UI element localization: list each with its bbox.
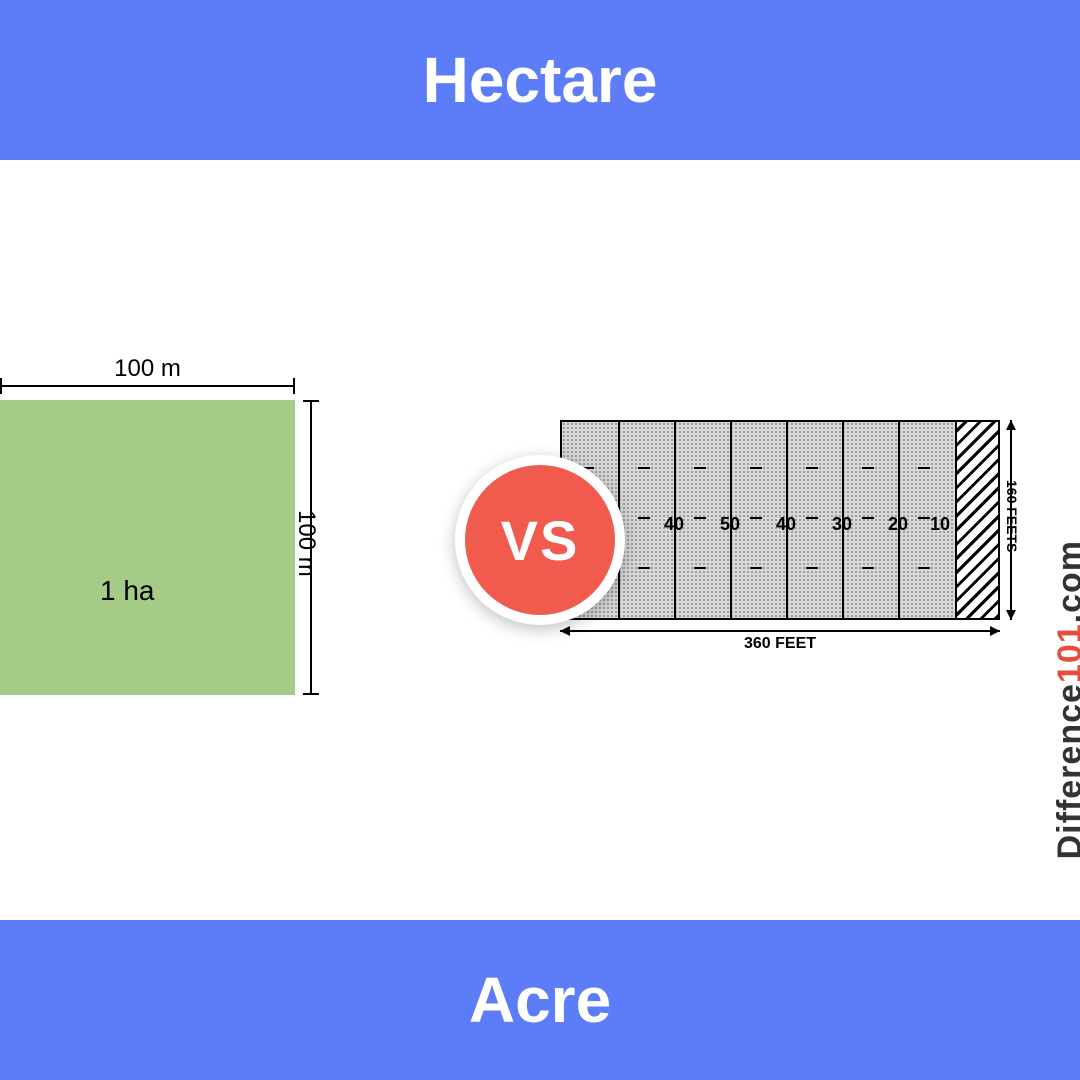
hectare-square-label: 1 ha — [100, 575, 155, 607]
dim-line — [0, 385, 295, 387]
hash-mark — [862, 467, 874, 469]
footer-title: Acre — [469, 963, 611, 1037]
yard-number: 30 — [832, 514, 852, 535]
hash-mark — [918, 467, 930, 469]
hash-mark — [694, 467, 706, 469]
acre-diagram: 40 50 40 30 20 10 360 FEET 160 FEETS — [560, 420, 1050, 650]
header-title: Hectare — [423, 43, 658, 117]
hash-mark — [806, 567, 818, 569]
field-dim-height: 160 FEETS — [1005, 420, 1045, 620]
yard-number: 20 — [888, 514, 908, 535]
hash-mark — [918, 517, 930, 519]
hash-mark — [862, 517, 874, 519]
hectare-dim-top-label: 100 m — [0, 355, 295, 383]
hash-mark — [694, 567, 706, 569]
vs-badge: VS — [455, 455, 625, 625]
field-dim-width-label: 360 FEET — [560, 635, 1000, 653]
field-dim-height-label: 160 FEETS — [1004, 480, 1020, 552]
hash-mark — [806, 517, 818, 519]
hash-mark — [638, 467, 650, 469]
hectare-dim-right-label: 100 m — [292, 510, 320, 577]
hash-mark — [806, 467, 818, 469]
hash-mark — [862, 567, 874, 569]
hectare-square: 1 ha — [0, 400, 295, 695]
hash-mark — [918, 567, 930, 569]
hectare-dim-top: 100 m — [0, 360, 295, 400]
yard-number: 10 — [930, 514, 950, 535]
header-band: Hectare — [0, 0, 1080, 160]
dim-arrow — [560, 630, 1000, 632]
dim-tick — [303, 693, 319, 695]
dim-tick — [303, 400, 319, 402]
hash-mark — [750, 567, 762, 569]
yard-number: 40 — [776, 514, 796, 535]
hash-mark — [694, 517, 706, 519]
hash-mark — [750, 517, 762, 519]
field-endzone — [955, 422, 998, 618]
footer-band: Acre — [0, 920, 1080, 1080]
watermark-part: 101 — [1051, 623, 1080, 683]
watermark: Difference101.com — [1051, 540, 1080, 859]
field-rect: 40 50 40 30 20 10 — [560, 420, 1000, 620]
hash-mark — [638, 517, 650, 519]
yard-number: 50 — [720, 514, 740, 535]
watermark-part: .com — [1051, 540, 1080, 623]
hash-mark — [750, 467, 762, 469]
watermark-part: Difference — [1051, 683, 1080, 859]
yard-number: 40 — [664, 514, 684, 535]
hectare-dim-right: 100 m — [300, 400, 340, 695]
hash-mark — [638, 567, 650, 569]
vs-badge-text: VS — [501, 508, 580, 573]
field-dim-width: 360 FEET — [560, 625, 1000, 655]
